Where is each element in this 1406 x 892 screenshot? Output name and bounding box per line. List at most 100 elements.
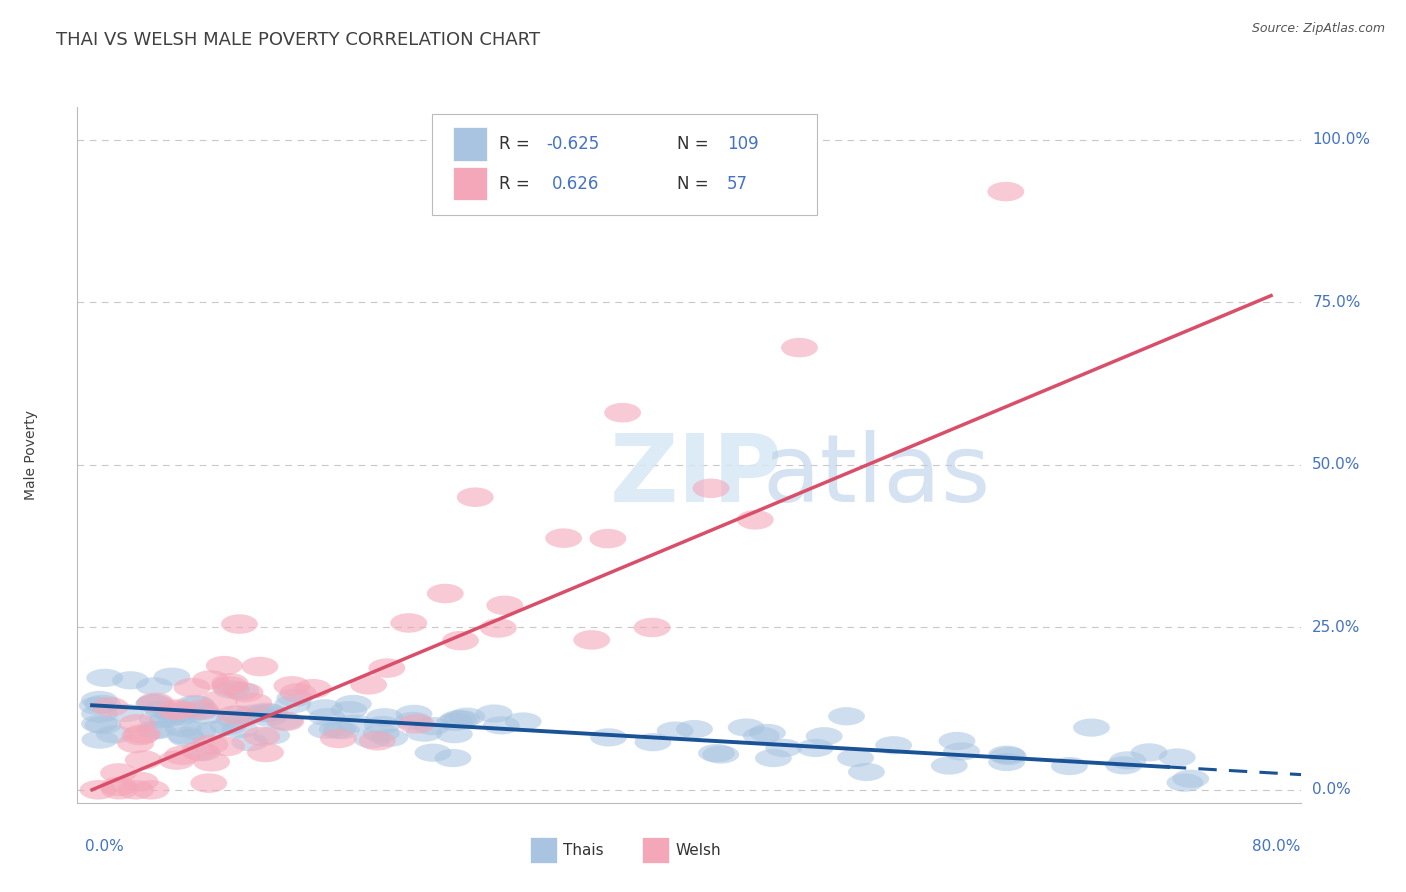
Ellipse shape xyxy=(546,528,582,548)
Ellipse shape xyxy=(1130,743,1167,762)
Ellipse shape xyxy=(413,717,451,735)
Ellipse shape xyxy=(354,731,391,748)
Ellipse shape xyxy=(160,707,197,726)
Ellipse shape xyxy=(221,615,257,634)
Ellipse shape xyxy=(143,700,181,719)
Ellipse shape xyxy=(703,746,740,764)
Ellipse shape xyxy=(235,705,271,723)
Ellipse shape xyxy=(212,681,250,698)
Text: 50.0%: 50.0% xyxy=(1312,458,1361,472)
Ellipse shape xyxy=(205,656,243,675)
Text: Source: ZipAtlas.com: Source: ZipAtlas.com xyxy=(1251,22,1385,36)
Ellipse shape xyxy=(252,704,288,722)
Ellipse shape xyxy=(443,710,481,728)
Ellipse shape xyxy=(167,726,204,745)
Ellipse shape xyxy=(1073,718,1109,737)
Ellipse shape xyxy=(574,630,610,649)
Bar xyxy=(453,128,486,161)
Ellipse shape xyxy=(359,731,395,750)
Ellipse shape xyxy=(211,676,247,696)
Ellipse shape xyxy=(1105,756,1142,774)
Ellipse shape xyxy=(943,742,980,761)
Ellipse shape xyxy=(190,773,228,793)
Ellipse shape xyxy=(307,699,343,717)
Ellipse shape xyxy=(138,693,174,712)
Text: Thais: Thais xyxy=(562,843,603,857)
Ellipse shape xyxy=(84,716,121,734)
Ellipse shape xyxy=(277,689,314,707)
Ellipse shape xyxy=(828,707,865,725)
Ellipse shape xyxy=(107,704,143,722)
Ellipse shape xyxy=(742,727,780,745)
Ellipse shape xyxy=(605,403,641,423)
Ellipse shape xyxy=(368,658,405,678)
Ellipse shape xyxy=(848,763,884,781)
Ellipse shape xyxy=(440,710,477,729)
Ellipse shape xyxy=(242,657,278,676)
Ellipse shape xyxy=(308,708,346,726)
Ellipse shape xyxy=(165,702,201,721)
Ellipse shape xyxy=(235,693,273,713)
Ellipse shape xyxy=(118,714,156,733)
Ellipse shape xyxy=(395,705,433,723)
Text: R =: R = xyxy=(499,175,540,193)
FancyBboxPatch shape xyxy=(432,114,817,215)
Ellipse shape xyxy=(939,731,976,750)
Ellipse shape xyxy=(101,780,138,799)
Ellipse shape xyxy=(434,749,471,767)
Text: R =: R = xyxy=(499,135,536,153)
Text: ZIP: ZIP xyxy=(609,430,782,522)
Ellipse shape xyxy=(693,478,730,498)
Ellipse shape xyxy=(875,736,912,755)
Ellipse shape xyxy=(245,705,281,723)
Ellipse shape xyxy=(165,746,201,765)
Ellipse shape xyxy=(155,706,191,724)
Ellipse shape xyxy=(657,722,693,739)
Ellipse shape xyxy=(330,701,367,719)
Ellipse shape xyxy=(193,670,229,690)
Ellipse shape xyxy=(319,721,356,739)
Ellipse shape xyxy=(181,741,218,761)
Ellipse shape xyxy=(395,712,432,730)
Ellipse shape xyxy=(267,712,304,731)
Ellipse shape xyxy=(1167,773,1204,792)
Ellipse shape xyxy=(226,682,263,702)
Ellipse shape xyxy=(121,772,159,791)
Ellipse shape xyxy=(153,667,190,686)
Ellipse shape xyxy=(391,613,427,632)
Ellipse shape xyxy=(181,702,218,721)
Ellipse shape xyxy=(1052,757,1088,775)
Text: N =: N = xyxy=(676,135,714,153)
Ellipse shape xyxy=(173,678,211,698)
Ellipse shape xyxy=(274,695,311,714)
Ellipse shape xyxy=(86,669,124,687)
Ellipse shape xyxy=(136,721,173,739)
Ellipse shape xyxy=(139,721,176,739)
Ellipse shape xyxy=(247,743,284,763)
Ellipse shape xyxy=(931,756,967,774)
Ellipse shape xyxy=(990,747,1026,765)
Ellipse shape xyxy=(231,733,269,751)
Ellipse shape xyxy=(728,718,765,737)
Ellipse shape xyxy=(273,676,311,696)
Ellipse shape xyxy=(132,780,169,799)
Ellipse shape xyxy=(100,764,136,782)
Ellipse shape xyxy=(253,726,290,745)
Ellipse shape xyxy=(634,733,671,751)
Text: Male Poverty: Male Poverty xyxy=(24,410,38,500)
Ellipse shape xyxy=(406,723,443,742)
Ellipse shape xyxy=(427,583,464,603)
Text: THAI VS WELSH MALE POVERTY CORRELATION CHART: THAI VS WELSH MALE POVERTY CORRELATION C… xyxy=(56,31,540,49)
Ellipse shape xyxy=(82,731,118,748)
Ellipse shape xyxy=(188,706,225,724)
Ellipse shape xyxy=(436,725,472,743)
Ellipse shape xyxy=(117,733,155,753)
Ellipse shape xyxy=(398,714,434,733)
Ellipse shape xyxy=(366,708,404,726)
Ellipse shape xyxy=(176,695,214,713)
Ellipse shape xyxy=(436,713,474,731)
Ellipse shape xyxy=(806,727,842,746)
Ellipse shape xyxy=(195,721,232,739)
Ellipse shape xyxy=(135,695,172,713)
Ellipse shape xyxy=(1159,748,1195,766)
